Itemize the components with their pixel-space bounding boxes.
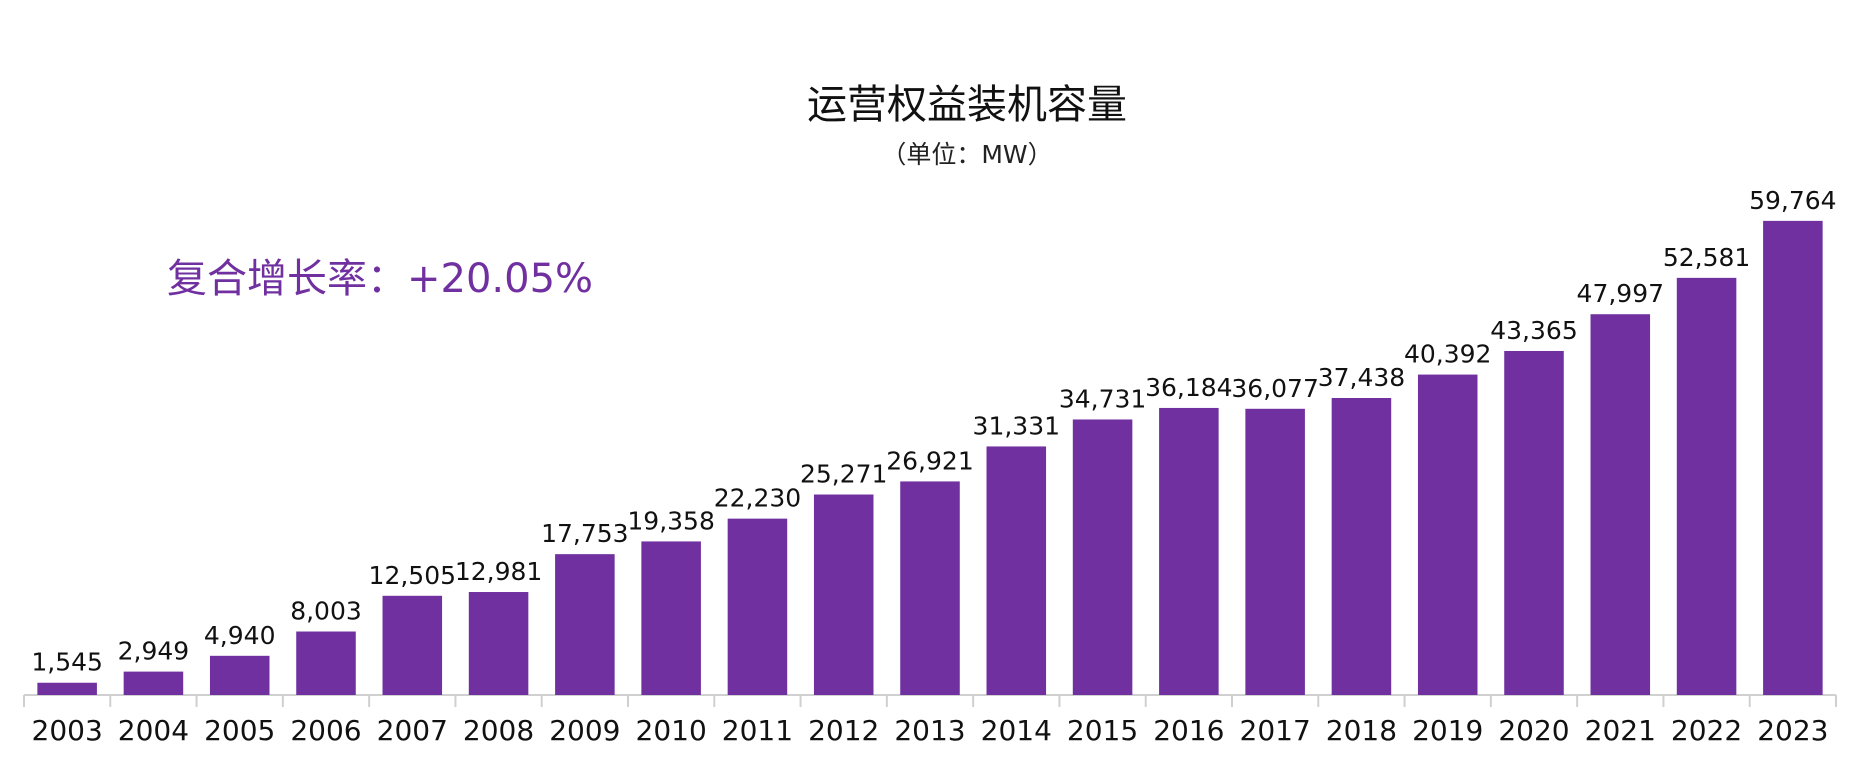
bar-2008 <box>468 592 529 695</box>
x-tick-label-2015: 2015 <box>1067 714 1138 747</box>
x-tick-label-2012: 2012 <box>808 714 879 747</box>
bar-2005 <box>209 655 270 695</box>
bar-2022 <box>1676 277 1737 695</box>
bar-2004 <box>123 671 184 695</box>
data-label-2020: 43,365 <box>1490 316 1577 345</box>
x-tick-label-2016: 2016 <box>1153 714 1224 747</box>
x-tick-label-2010: 2010 <box>636 714 707 747</box>
data-label-2016: 36,184 <box>1145 373 1232 402</box>
x-tick-label-2013: 2013 <box>894 714 965 747</box>
x-tick-label-2004: 2004 <box>118 714 189 747</box>
x-tick-label-2023: 2023 <box>1757 714 1828 747</box>
bar-2012 <box>813 494 874 695</box>
x-tick-label-2008: 2008 <box>463 714 534 747</box>
x-tick-label-2005: 2005 <box>204 714 275 747</box>
x-tick-label-2006: 2006 <box>290 714 361 747</box>
bar-2007 <box>382 595 443 695</box>
x-axis-ticks: 2003 2004 2005 2006 2007 2008 2009 2010 2011 2012… <box>23 695 1837 747</box>
x-tick-label-2011: 2011 <box>722 714 793 747</box>
data-label-2012: 25,271 <box>800 460 887 489</box>
x-tick-label-2014: 2014 <box>981 714 1052 747</box>
data-label-2003: 1,545 <box>31 648 103 677</box>
bar-2018 <box>1331 397 1392 695</box>
bar-2015 <box>1072 419 1133 695</box>
bar-2009 <box>555 554 615 695</box>
bar-2006 <box>296 631 356 695</box>
data-label-2007: 12,505 <box>369 561 456 590</box>
data-label-2010: 19,358 <box>627 506 714 535</box>
data-label-2019: 40,392 <box>1404 340 1491 369</box>
bar-2020 <box>1504 350 1564 695</box>
growth-rate-annotation: 复合增长率：+20.05% <box>167 256 593 302</box>
data-label-2005: 4,940 <box>204 621 276 650</box>
x-tick-label-2020: 2020 <box>1498 714 1569 747</box>
data-label-2018: 37,438 <box>1318 363 1405 392</box>
data-label-2011: 22,230 <box>714 484 801 513</box>
x-tick-label-2019: 2019 <box>1412 714 1483 747</box>
bar-2003 <box>37 682 97 695</box>
x-tick-label-2022: 2022 <box>1671 714 1742 747</box>
x-tick-label-2021: 2021 <box>1585 714 1656 747</box>
bar-2013 <box>900 481 960 695</box>
data-label-2006: 8,003 <box>290 597 362 626</box>
x-tick-label-2009: 2009 <box>549 714 620 747</box>
data-label-2008: 12,981 <box>455 557 542 586</box>
data-label-2004: 2,949 <box>118 637 190 666</box>
bar-2016 <box>1159 407 1219 695</box>
bar-2017 <box>1245 408 1305 695</box>
data-label-2022: 52,581 <box>1663 243 1750 272</box>
chart-title: 运营权益装机容量 <box>807 82 1127 128</box>
data-label-2017: 36,077 <box>1231 374 1318 403</box>
data-label-2021: 47,997 <box>1577 279 1664 308</box>
data-label-2023: 59,764 <box>1749 186 1836 215</box>
data-label-2015: 34,731 <box>1059 384 1146 413</box>
data-label-2014: 31,331 <box>973 411 1060 440</box>
bar-2021 <box>1590 314 1651 695</box>
data-label-2013: 26,921 <box>886 446 973 475</box>
data-label-2009: 17,753 <box>541 519 628 548</box>
bar-2011 <box>727 518 788 695</box>
bar-2010 <box>641 541 701 695</box>
bar-2019 <box>1417 374 1478 695</box>
x-tick-label-2007: 2007 <box>377 714 448 747</box>
chart-subtitle: （单位：MW） <box>881 140 1052 169</box>
bar-2014 <box>986 446 1047 695</box>
x-tick-label-2017: 2017 <box>1240 714 1311 747</box>
x-tick-label-2018: 2018 <box>1326 714 1397 747</box>
bar-series <box>37 220 1823 695</box>
x-tick-label-2003: 2003 <box>32 714 103 747</box>
bar-2023 <box>1763 220 1823 695</box>
